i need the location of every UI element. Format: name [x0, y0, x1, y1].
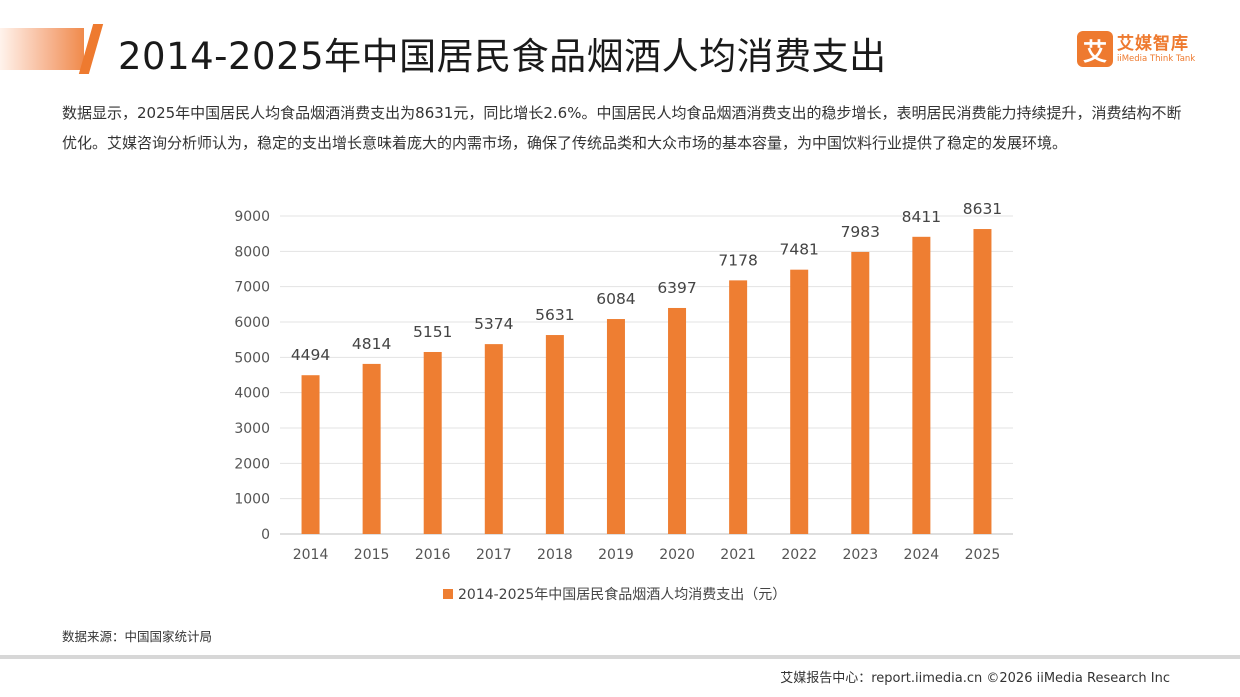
y-tick-label: 8000 — [234, 244, 270, 260]
bar — [851, 251, 870, 534]
y-tick-label: 9000 — [234, 209, 270, 225]
x-tick-label: 2023 — [842, 547, 878, 563]
grid-layer — [280, 215, 1013, 535]
x-tick-label: 2022 — [781, 547, 817, 563]
x-tick-label: 2020 — [659, 547, 695, 563]
chart-legend: 2014-2025年中国居民食品烟酒人均消费支出（元） — [443, 584, 786, 604]
y-tick-label: 7000 — [234, 280, 270, 296]
data-label: 7178 — [718, 251, 757, 269]
y-tick-label: 1000 — [234, 492, 270, 508]
y-tick-label: 4000 — [234, 386, 270, 402]
data-labels: 4494 4814 5151 5374 5631 6084 6397 7178 7481 7983… — [291, 200, 1002, 364]
x-tick-label: 2021 — [720, 547, 756, 563]
data-label: 6397 — [657, 279, 696, 297]
bar — [912, 236, 931, 534]
legend-swatch — [443, 589, 453, 599]
legend-label: 2014-2025年中国居民食品烟酒人均消费支出（元） — [458, 587, 787, 603]
y-tick-label: 0 — [261, 527, 270, 543]
brand-name-cn: 艾媒智库 — [1117, 34, 1189, 54]
y-tick-label: 6000 — [234, 315, 270, 331]
brand-text: 艾媒智库 iiMedia Think Tank — [1117, 34, 1195, 64]
brand-name-en: iiMedia Think Tank — [1117, 54, 1196, 64]
bars — [301, 229, 992, 534]
footer-divider — [0, 655, 1240, 659]
page-title: 2014-2025年中国居民食品烟酒人均消费支出 — [118, 35, 887, 78]
data-label: 7481 — [779, 241, 818, 259]
data-label: 6084 — [596, 290, 635, 308]
data-label: 8411 — [902, 208, 941, 226]
bar — [301, 375, 320, 534]
bar — [729, 280, 748, 534]
data-label: 5151 — [413, 323, 452, 341]
source-note: 数据来源：中国国家统计局 — [62, 629, 213, 644]
data-label: 4814 — [352, 335, 391, 353]
bar — [606, 319, 625, 534]
y-axis-ticks: 0 1000 2000 3000 4000 5000 6000 7000 8000 9000 — [234, 209, 270, 543]
header-accent-bar — [0, 28, 84, 70]
x-axis-ticks: 2014 2015 2016 2017 2018 2019 2020 2021 2022 2023… — [293, 547, 1001, 563]
bar — [362, 363, 381, 534]
x-tick-label: 2019 — [598, 547, 634, 563]
bar — [545, 335, 564, 534]
data-label: 4494 — [291, 346, 330, 364]
x-tick-label: 2016 — [415, 547, 451, 563]
y-tick-label: 2000 — [234, 456, 270, 472]
x-tick-label: 2018 — [537, 547, 573, 563]
data-label: 7983 — [841, 223, 880, 241]
bar — [423, 351, 442, 534]
y-tick-label: 3000 — [234, 421, 270, 437]
x-tick-label: 2017 — [476, 547, 512, 563]
data-label: 5374 — [474, 315, 513, 333]
bar — [484, 344, 503, 534]
bar — [668, 307, 687, 534]
brand-logo: 艾 艾媒智库 iiMedia Think Tank — [1077, 31, 1195, 67]
bar — [973, 229, 992, 534]
description-text: 数据显示，2025年中国居民人均食品烟酒消费支出为8631元，同比增长2.6%。… — [62, 104, 1182, 152]
data-label: 5631 — [535, 306, 574, 324]
x-tick-label: 2024 — [904, 547, 940, 563]
x-tick-label: 2014 — [293, 547, 329, 563]
data-label: 8631 — [963, 200, 1002, 218]
x-tick-label: 2015 — [354, 547, 390, 563]
bar — [790, 269, 809, 534]
x-tick-label: 2025 — [965, 547, 1001, 563]
y-tick-label: 5000 — [234, 350, 270, 366]
brand-icon: 艾 — [1077, 31, 1113, 67]
footer-text: 艾媒报告中心：report.iimedia.cn ©2026 iiMedia R… — [780, 671, 1170, 686]
